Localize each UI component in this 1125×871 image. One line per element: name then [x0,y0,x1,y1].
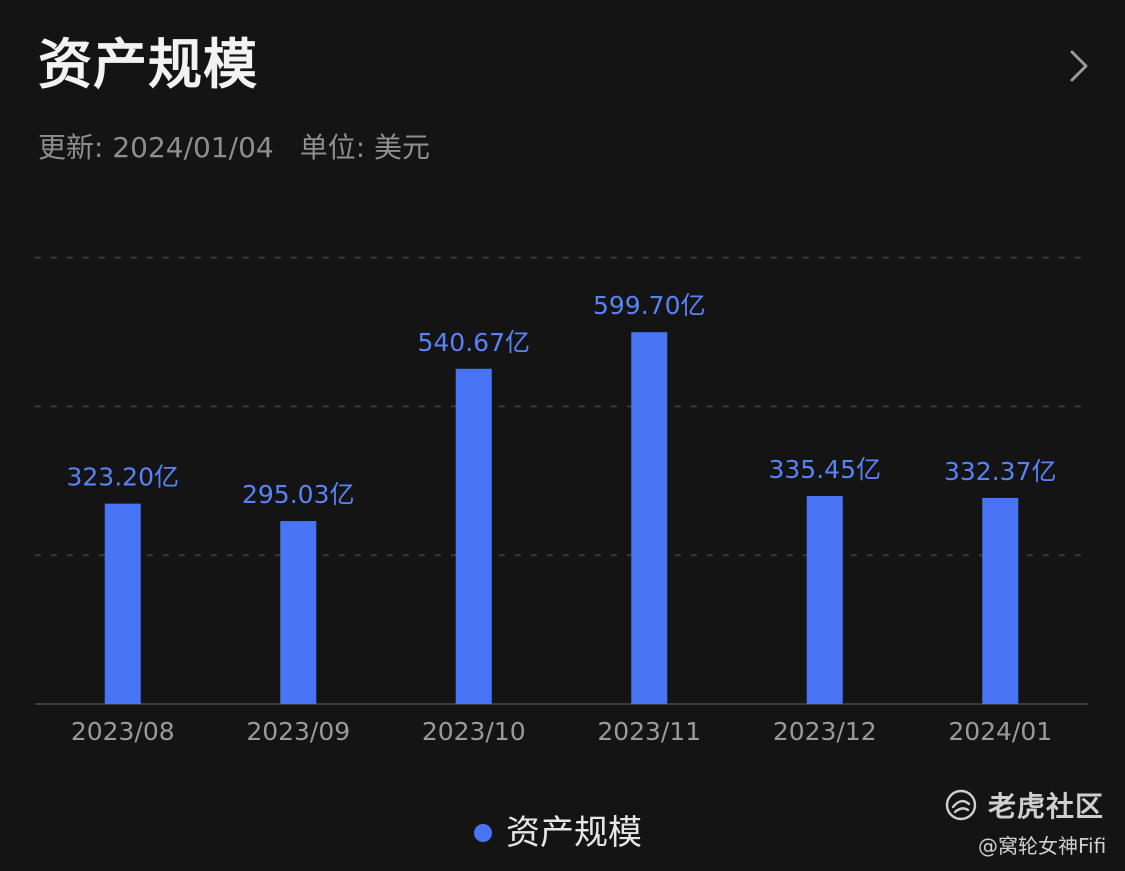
bar [631,332,668,704]
page-title: 资产规模 [38,33,258,96]
x-tick-label: 2023/12 [773,717,877,746]
watermark-brand-text: 老虎社区 [988,790,1105,823]
bar [806,496,843,704]
x-tick-label: 2023/11 [597,717,701,746]
legend-label: 资产规模 [506,813,642,853]
data-label: 335.45亿 [769,455,881,484]
chart-legend[interactable]: 资产规模 [474,810,642,856]
data-label: 540.67亿 [418,328,530,357]
watermark-brand: 老虎社区 [944,784,1104,826]
data-label: 332.37亿 [944,457,1056,486]
watermark-user: @窝轮女神Fifi [978,834,1107,858]
bar [104,503,141,704]
chevron-right-icon[interactable] [1062,48,1098,84]
unit-label: 单位: 美元 [299,131,431,164]
bar [982,497,1019,704]
data-label: 295.03亿 [242,480,354,509]
data-label: 323.20亿 [67,463,179,492]
x-tick-label: 2023/09 [246,717,350,746]
legend-marker [474,824,492,842]
tiger-logo-icon [945,789,977,821]
update-date: 更新: 2024/01/04 [38,131,274,164]
x-tick-label: 2023/08 [71,717,175,746]
x-tick-label: 2023/10 [422,717,526,746]
chart-meta: 更新: 2024/01/04 单位: 美元 [38,130,430,166]
bar [280,521,317,704]
bar [455,368,492,704]
data-label: 599.70亿 [593,291,705,320]
x-tick-label: 2024/01 [948,717,1052,746]
